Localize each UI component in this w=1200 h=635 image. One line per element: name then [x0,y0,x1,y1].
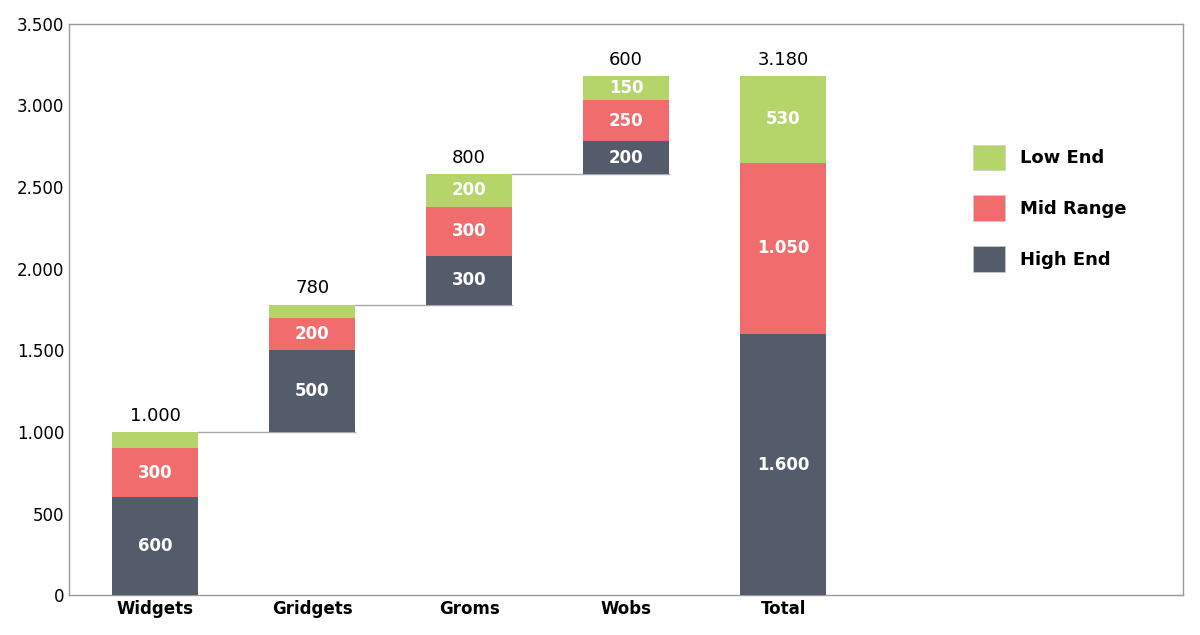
Bar [583,76,670,100]
Text: 780: 780 [295,279,329,297]
Text: 500: 500 [295,382,330,400]
Bar [112,497,198,596]
Bar [426,174,512,206]
Text: 200: 200 [295,325,330,343]
Bar [583,100,670,142]
Bar [583,142,670,174]
Bar [740,76,827,163]
Bar [269,318,355,351]
Text: 150: 150 [608,79,643,97]
Bar [740,334,827,596]
Text: 300: 300 [452,271,486,289]
Bar [269,305,355,318]
Text: 3.180: 3.180 [757,51,809,69]
Text: 250: 250 [608,112,643,130]
Text: 300: 300 [138,464,173,482]
Legend: Low End, Mid Range, High End: Low End, Mid Range, High End [964,136,1135,281]
Text: 600: 600 [138,537,173,556]
Text: 1.050: 1.050 [757,239,809,257]
Bar [112,432,198,448]
Bar [740,163,827,334]
Text: 200: 200 [608,149,643,166]
Text: 800: 800 [452,149,486,166]
Bar [426,256,512,305]
Text: 200: 200 [452,182,486,199]
Bar [112,448,198,497]
Text: 1.000: 1.000 [130,407,181,425]
Bar [269,351,355,432]
Text: 600: 600 [610,51,643,69]
Text: 530: 530 [766,110,800,128]
Text: 1.600: 1.600 [757,456,809,474]
Text: 300: 300 [452,222,486,240]
Bar [426,206,512,256]
